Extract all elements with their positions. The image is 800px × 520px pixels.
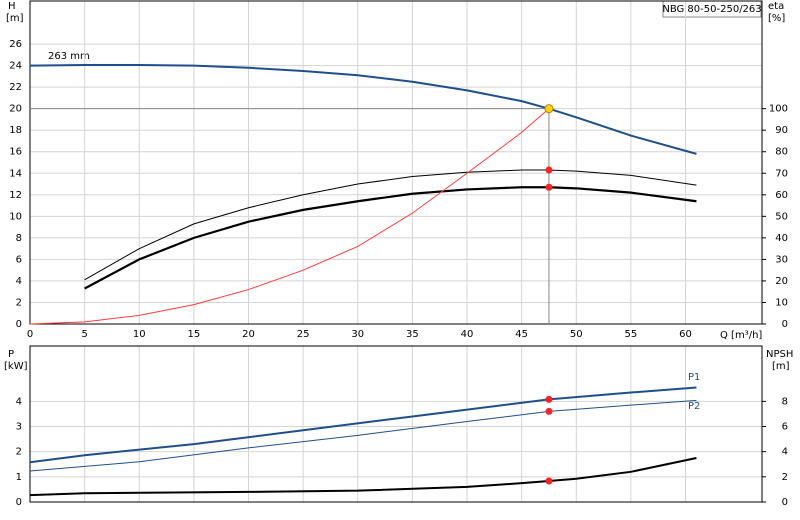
y-axis-unit: [kW] — [4, 361, 28, 372]
x-tick-label: 35 — [406, 329, 419, 340]
x-tick-label: 5 — [81, 329, 87, 340]
x-tick-label: 20 — [242, 329, 255, 340]
y-tick-label: 14 — [9, 168, 22, 179]
plot-frame — [29, 0, 763, 325]
y-tick-label: 8 — [16, 233, 22, 244]
y2-tick-label: 2 — [782, 472, 788, 483]
operating-point — [545, 477, 553, 485]
x-tick-label: 15 — [188, 329, 201, 340]
x-tick-label: 50 — [570, 329, 583, 340]
x-tick-label: 40 — [461, 329, 474, 340]
x-tick-label: 30 — [351, 329, 364, 340]
y-tick-label: 24 — [9, 61, 22, 72]
y-tick-label: 16 — [9, 147, 22, 158]
y-tick-label: 1 — [16, 472, 22, 483]
y-tick-label: 12 — [9, 190, 22, 201]
y-tick-label: 0 — [16, 497, 22, 508]
y-tick-label: 4 — [16, 396, 22, 407]
y-tick-label: 6 — [16, 254, 22, 265]
operating-point — [545, 183, 553, 191]
curve-label: P2 — [688, 401, 700, 412]
y2-tick-label: 30 — [775, 254, 788, 265]
y-tick-label: 2 — [16, 297, 22, 308]
y-tick-label: 22 — [9, 82, 22, 93]
plot-frame — [29, 345, 763, 503]
x-tick-label: 25 — [297, 329, 310, 340]
y2-tick-label: 6 — [782, 422, 788, 433]
y-tick-label: 26 — [9, 39, 22, 50]
y2-tick-label: 100 — [769, 104, 788, 115]
y2-tick-label: 8 — [782, 396, 788, 407]
y2-tick-label: 40 — [775, 233, 788, 244]
y2-tick-label: 0 — [782, 497, 788, 508]
curve — [84, 186, 697, 290]
y-tick-label: 20 — [9, 104, 22, 115]
y2-tick-label: 0 — [782, 319, 788, 330]
y-tick-label: 4 — [16, 276, 22, 287]
chart-title: NBG 80-50-250/263 — [662, 4, 761, 15]
y2-axis-label: eta — [768, 1, 784, 12]
y-axis-unit: [m] — [6, 13, 24, 24]
y2-tick-label: 10 — [775, 297, 788, 308]
y-tick-label: 3 — [16, 422, 22, 433]
y-tick-label: 0 — [16, 319, 22, 330]
x-tick-label: 55 — [625, 329, 638, 340]
y-tick-label: 10 — [9, 211, 22, 222]
y2-axis-unit: [m] — [772, 361, 790, 372]
y-tick-label: 18 — [9, 125, 22, 136]
y2-tick-label: 20 — [775, 276, 788, 287]
y-axis-label: H — [8, 1, 16, 12]
y2-tick-label: 50 — [775, 211, 788, 222]
y2-axis-label: NPSH — [766, 349, 793, 360]
x-tick-label: 10 — [133, 329, 146, 340]
x-tick-label: 0 — [27, 329, 33, 340]
y-axis-label: P — [8, 349, 14, 360]
curve — [84, 169, 697, 281]
x-axis-label: Q [m³/h] — [720, 330, 762, 341]
curve-label: P1 — [688, 372, 700, 383]
y2-tick-label: 80 — [775, 147, 788, 158]
y2-tick-label: 60 — [775, 190, 788, 201]
y2-axis-unit: [%] — [768, 13, 785, 24]
y2-tick-label: 70 — [775, 168, 788, 179]
duty-point — [544, 104, 554, 114]
curve — [29, 64, 697, 155]
operating-point — [545, 395, 553, 403]
x-tick-label: 60 — [679, 329, 692, 340]
curve — [29, 108, 550, 325]
operating-point — [545, 407, 553, 415]
curve-label: 263 mm — [48, 51, 90, 62]
operating-point — [545, 166, 553, 174]
x-tick-label: 45 — [515, 329, 528, 340]
curve — [29, 456, 697, 497]
curve — [29, 399, 697, 472]
y-tick-label: 2 — [16, 447, 22, 458]
y2-tick-label: 90 — [775, 125, 788, 136]
y2-tick-label: 4 — [782, 447, 788, 458]
curve — [29, 386, 697, 464]
